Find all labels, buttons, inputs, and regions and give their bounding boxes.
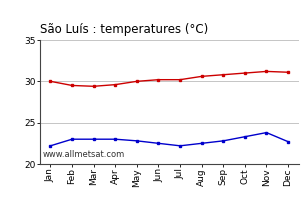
Text: São Luís : temperatures (°C): São Luís : temperatures (°C) (40, 23, 208, 36)
Text: www.allmetsat.com: www.allmetsat.com (42, 150, 124, 159)
